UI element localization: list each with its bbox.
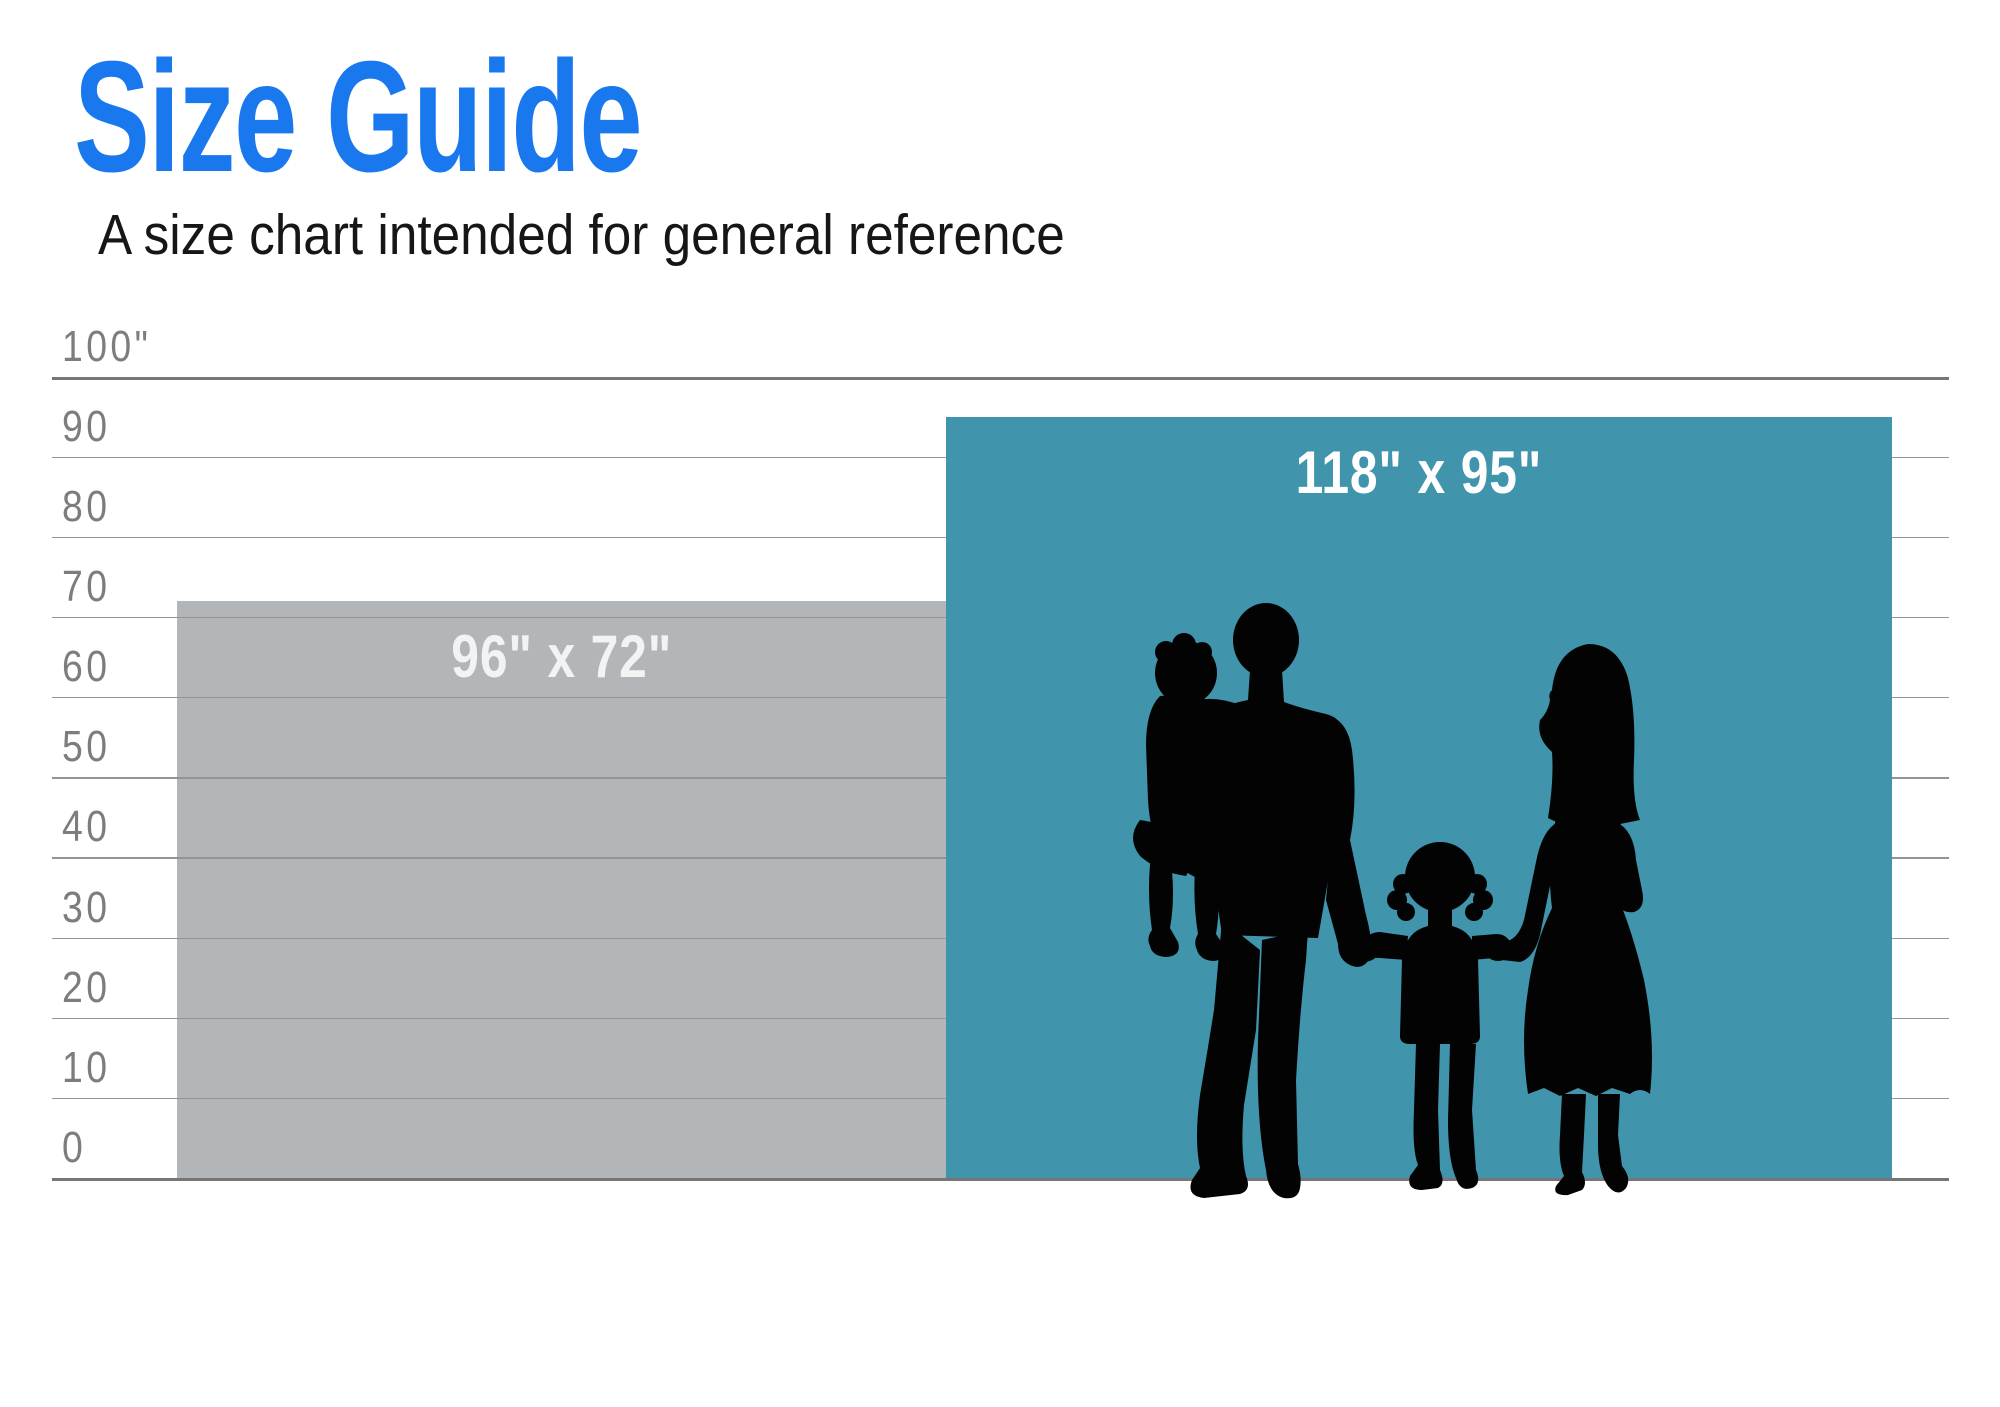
gridline-0 xyxy=(52,1178,1949,1181)
y-axis-tick-0: 0 xyxy=(62,1123,87,1172)
y-axis-tick-90: 90 xyxy=(62,401,111,451)
y-axis-tick-60: 60 xyxy=(62,642,111,692)
bar-label-screen-96x72: 96" x 72" xyxy=(451,622,673,690)
y-axis-tick-100: 100" xyxy=(62,321,152,371)
gridline-100 xyxy=(52,376,1949,380)
y-axis-tick-70: 70 xyxy=(62,561,111,611)
bar-label-screen-118x95: 118" x 95" xyxy=(1296,438,1543,506)
page-subtitle: A size chart intended for general refere… xyxy=(98,203,1065,267)
bar-screen-96x72: 96" x 72" xyxy=(177,600,947,1178)
bar-screen-118x95: 118" x 95" xyxy=(946,416,1893,1178)
y-axis-tick-50: 50 xyxy=(62,722,111,772)
y-axis-tick-80: 80 xyxy=(62,481,111,531)
y-axis-tick-10: 10 xyxy=(62,1042,111,1092)
y-axis-tick-20: 20 xyxy=(62,962,111,1012)
page-title: Size Guide xyxy=(74,29,643,205)
y-axis-tick-40: 40 xyxy=(62,802,111,852)
y-axis-tick-30: 30 xyxy=(62,882,111,932)
